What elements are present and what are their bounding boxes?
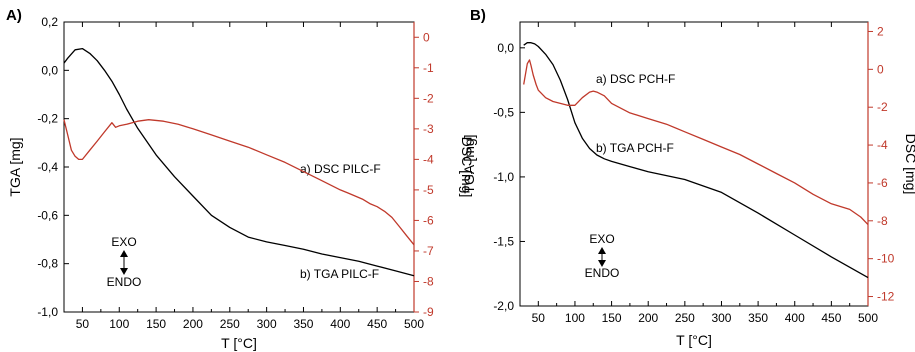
panel-a-y2-tick-label: -7 bbox=[423, 244, 434, 258]
panel-a-y2-tick-label: -1 bbox=[423, 61, 434, 75]
panel-b-endo-annotation: ENDO bbox=[585, 266, 620, 280]
panel-a-x-tick-label: 500 bbox=[404, 317, 424, 331]
panel-a-label: A) bbox=[6, 7, 22, 24]
panel-b-x-tick-label: 150 bbox=[602, 311, 622, 325]
panel-b-y-axis-label: TGA [mg] bbox=[461, 134, 477, 193]
panel-a-y2-tick-label: -3 bbox=[423, 122, 434, 136]
panel-b-x-tick-label: 100 bbox=[565, 311, 585, 325]
panel-a-y-axis-label: TGA [mg] bbox=[7, 137, 23, 196]
panel-b-y2-tick-label: -12 bbox=[877, 290, 895, 304]
panel-a-y-tick-label: 0,0 bbox=[41, 63, 58, 77]
panel-b-tga-series-label: b) TGA PCH-F bbox=[596, 141, 674, 155]
panel-b-x-tick-label: 50 bbox=[532, 311, 546, 325]
panel-a-y2-tick-label: -2 bbox=[423, 91, 434, 105]
panel-a: A) 50 100 150 200 250 300 350 400 450 500 -1,0 -0,8… bbox=[6, 7, 475, 351]
panel-b-x-tick-label: 500 bbox=[858, 311, 878, 325]
panel-a-y-tick-label: -0,6 bbox=[37, 208, 58, 222]
panel-a-y-tick-label: -0,2 bbox=[37, 112, 58, 126]
panel-a-y-tick-label: -0,8 bbox=[37, 257, 58, 271]
panel-a-y2-tick-label: -8 bbox=[423, 274, 434, 288]
panel-b-y-tick-label: -2,0 bbox=[493, 299, 514, 313]
panel-a-endo-annotation: ENDO bbox=[107, 275, 142, 289]
panel-b-y2-tick-label: -4 bbox=[877, 138, 888, 152]
panel-a-x-tick-label: 200 bbox=[183, 317, 203, 331]
panel-b-y-tick-label: -1,5 bbox=[493, 234, 514, 248]
panel-b-y2-tick-label: 0 bbox=[877, 62, 884, 76]
panel-b-label: B) bbox=[470, 7, 486, 24]
panel-b-x-tick-label: 300 bbox=[711, 311, 731, 325]
panel-a-x-tick-label: 350 bbox=[293, 317, 313, 331]
panel-b-y2-axis-label: DSC [mg] bbox=[903, 134, 915, 195]
panel-a-y2-tick-label: -5 bbox=[423, 183, 434, 197]
panel-b-x-tick-label: 200 bbox=[638, 311, 658, 325]
panel-b-y2-tick-label: -10 bbox=[877, 252, 895, 266]
panel-a-y2-tick-label: -4 bbox=[423, 152, 434, 166]
panel-b-y2-tick-label: 2 bbox=[877, 24, 884, 38]
panel-b-x-tick-label: 250 bbox=[675, 311, 695, 325]
panel-b-y2-tick-label: -2 bbox=[877, 100, 888, 114]
panel-b-exo-annotation: EXO bbox=[589, 232, 614, 246]
panel-a-y2-tick-label: -6 bbox=[423, 213, 434, 227]
panel-a-tga-line bbox=[63, 47, 415, 277]
panel-a-y-tick-label: 0,2 bbox=[41, 15, 58, 29]
panel-b-exo-endo-arrow bbox=[598, 247, 606, 267]
panel-a-y-tick-label: -0,4 bbox=[37, 160, 58, 174]
panel-a-y2-axis-label: DSC [mg] bbox=[459, 137, 475, 198]
panel-a-x-tick-label: 450 bbox=[367, 317, 387, 331]
panel-a-y-tick-label: -1,0 bbox=[37, 305, 58, 319]
panel-a-y2-tick-label: -9 bbox=[423, 305, 434, 319]
panel-a-tga-series-label: b) TGA PILC-F bbox=[300, 267, 379, 281]
panel-b-x-axis-label: T [°C] bbox=[676, 332, 712, 348]
panel-b-plot-frame bbox=[519, 21, 869, 307]
panel-a-x-tick-label: 300 bbox=[257, 317, 277, 331]
panel-b-y-tick-label: 0,0 bbox=[497, 41, 514, 55]
panel-b-y-tick-label: -1,0 bbox=[493, 170, 514, 184]
panel-b-y2-tick-label: -8 bbox=[877, 214, 888, 228]
panel-b-x-tick-label: 450 bbox=[821, 311, 841, 325]
panel-a-x-tick-label: 400 bbox=[330, 317, 350, 331]
panel-a-dsc-line bbox=[63, 119, 415, 246]
panel-a-exo-annotation: EXO bbox=[111, 235, 136, 249]
panel-b-x-tick-label: 350 bbox=[748, 311, 768, 325]
panel-a-x-tick-label: 250 bbox=[220, 317, 240, 331]
panel-b-dsc-line bbox=[523, 59, 869, 226]
panel-b-tga-line bbox=[523, 42, 869, 279]
panel-a-x-tick-label: 150 bbox=[146, 317, 166, 331]
panel-b-dsc-series-label: a) DSC PCH-F bbox=[596, 72, 675, 86]
panel-a-dsc-series-label: a) DSC PILC-F bbox=[300, 162, 381, 176]
panel-b-y-tick-label: -0,5 bbox=[493, 105, 514, 119]
panel-a-y2-tick-label: 0 bbox=[423, 30, 430, 44]
panel-b: B) 50 100 150 200 250 300 350 400 450 500 -2,0 -1,5… bbox=[461, 7, 915, 348]
panel-a-x-tick-label: 100 bbox=[109, 317, 129, 331]
panel-a-x-axis-label: T [°C] bbox=[221, 335, 257, 351]
panel-b-x-tick-label: 400 bbox=[785, 311, 805, 325]
panel-a-exo-endo-arrow bbox=[120, 250, 128, 275]
panel-b-y2-tick-label: -6 bbox=[877, 176, 888, 190]
panel-a-x-tick-label: 50 bbox=[76, 317, 90, 331]
